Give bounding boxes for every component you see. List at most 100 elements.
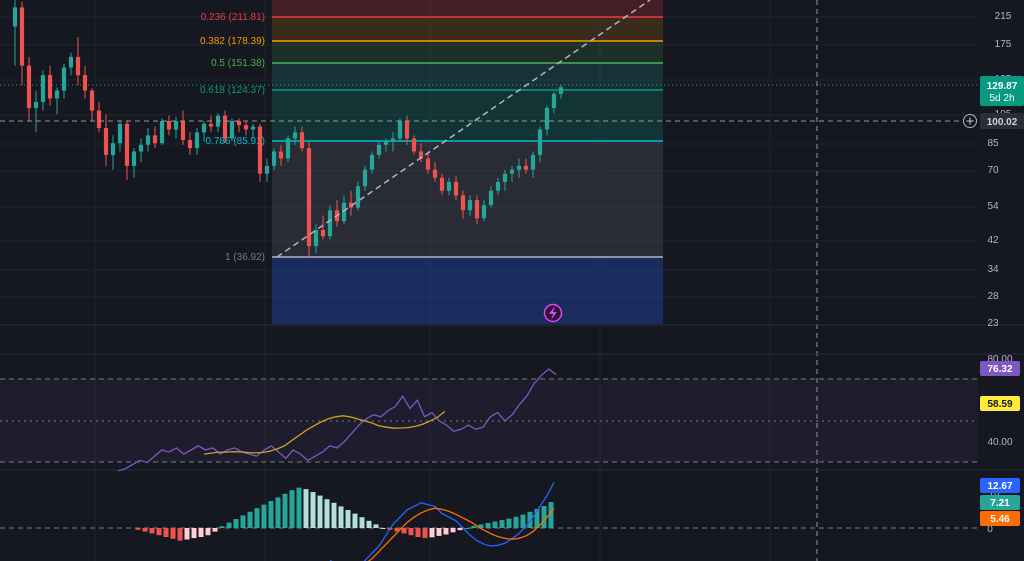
fibonacci-zones xyxy=(272,0,663,324)
macd-pane xyxy=(0,482,978,561)
candle-body xyxy=(159,121,165,144)
candle-body xyxy=(26,65,32,109)
rsi-axis[interactable]: 80.00 40.00 76.32 58.59 xyxy=(980,354,1020,448)
candle-body xyxy=(12,7,18,27)
candle-body xyxy=(467,200,473,211)
candle-body xyxy=(166,121,172,130)
candle-body xyxy=(103,128,109,155)
candle-body xyxy=(292,132,298,139)
price-tick-28: 28 xyxy=(987,291,999,302)
lightning-icon[interactable] xyxy=(543,303,563,323)
macd-histogram-bar xyxy=(268,501,274,528)
candle-body xyxy=(474,200,480,219)
crosshair-price-badge[interactable]: 100.02 xyxy=(963,113,1024,129)
candle-body xyxy=(544,108,550,130)
macd-line xyxy=(329,482,555,561)
fib-label-0236: 0.236 (211.81) xyxy=(201,12,265,23)
macd-histogram-bar xyxy=(527,511,533,528)
macd-histogram-bar xyxy=(422,528,428,539)
fib-zone-0-0236 xyxy=(272,0,663,17)
macd-histogram-bar xyxy=(275,497,281,528)
candle-body xyxy=(327,210,333,237)
fib-trend-line[interactable] xyxy=(276,0,651,258)
macd-histogram-bar xyxy=(429,528,435,538)
price-tick-85: 85 xyxy=(987,138,999,149)
macd-histogram-bar xyxy=(212,528,218,532)
candle-body xyxy=(397,121,403,139)
price-tick-42: 42 xyxy=(987,235,999,246)
candle-body xyxy=(341,202,347,222)
macd-histogram-bar xyxy=(408,528,414,536)
candle-body xyxy=(222,115,228,139)
candle-body xyxy=(355,186,361,208)
candle-body xyxy=(257,126,263,174)
candle-body xyxy=(236,121,242,126)
candle-body xyxy=(278,151,284,159)
price-tick-54: 54 xyxy=(987,201,999,212)
grid-lines xyxy=(0,0,978,561)
macd-histogram-bar xyxy=(317,495,323,528)
last-price-badge: 129.87 5d 2h xyxy=(980,76,1024,106)
macd-histogram-bar xyxy=(310,492,316,528)
candle-body xyxy=(453,181,459,196)
macd-histogram-bar xyxy=(415,528,421,537)
macd-histogram-bar xyxy=(541,506,547,528)
macd-tick-10: 10 xyxy=(988,488,1000,499)
macd-hist-badge xyxy=(980,495,1020,510)
macd-signal-line xyxy=(367,507,555,561)
candle-body xyxy=(418,151,424,159)
price-tick-34: 34 xyxy=(987,264,999,275)
macd-histogram-bar xyxy=(380,528,386,529)
fib-zone-0236-0382 xyxy=(272,17,663,41)
candle-body xyxy=(369,154,375,170)
candle-body xyxy=(460,195,466,211)
rsi-line xyxy=(117,368,557,472)
candle-body xyxy=(33,101,39,109)
macd-histogram-bar xyxy=(485,522,491,528)
fibonacci-levels[interactable]: 0.236 (211.81) 0.382 (178.39) 0.5 (151.3… xyxy=(200,12,663,263)
candle-body xyxy=(201,123,207,133)
candle-body xyxy=(47,75,53,99)
candle-body xyxy=(138,144,144,152)
macd-axis[interactable]: 10 0 12.67 7.21 5.46 xyxy=(980,478,1020,535)
macd-histogram-bar xyxy=(219,526,225,528)
candle-body xyxy=(271,151,277,166)
candle-body xyxy=(110,143,116,155)
price-tick-175: 175 xyxy=(995,39,1012,50)
price-tick-70: 70 xyxy=(987,165,999,176)
crosshair-price-value: 100.02 xyxy=(987,117,1018,128)
candle-body xyxy=(320,229,326,237)
rsi-tick-80: 80.00 xyxy=(987,354,1012,365)
macd-histogram-bar xyxy=(177,528,183,541)
rsi-band xyxy=(0,379,978,462)
candle-body xyxy=(208,123,214,127)
rsi-ma-line xyxy=(203,410,446,455)
macd-histogram-bar xyxy=(352,513,358,528)
candle-body xyxy=(551,93,557,109)
fib-label-0786: 0.786 (85.91) xyxy=(206,136,266,147)
fib-zone-0382-05 xyxy=(272,41,663,63)
macd-histogram-bar xyxy=(548,502,554,528)
macd-histogram-bar xyxy=(282,493,288,528)
macd-value: 12.67 xyxy=(987,481,1012,492)
candle-body xyxy=(516,165,522,170)
macd-histogram-bar xyxy=(338,506,344,528)
candle-body xyxy=(488,190,494,206)
macd-hist-value: 7.21 xyxy=(990,498,1010,509)
fib-zone-05-0618 xyxy=(272,63,663,90)
candle-body xyxy=(495,181,501,191)
macd-histogram-bar xyxy=(450,528,456,533)
macd-signal-badge xyxy=(980,511,1020,526)
candle-body xyxy=(390,138,396,142)
macd-histogram-bar xyxy=(394,528,400,532)
macd-histogram-bar xyxy=(142,528,148,532)
candle-body xyxy=(446,181,452,191)
candle-body xyxy=(82,75,88,91)
macd-histogram xyxy=(135,487,554,541)
candle-body xyxy=(376,144,382,155)
macd-histogram-bar xyxy=(359,517,365,528)
macd-histogram-bar xyxy=(191,528,197,539)
candle-body xyxy=(502,173,508,182)
candle-body xyxy=(173,121,179,130)
